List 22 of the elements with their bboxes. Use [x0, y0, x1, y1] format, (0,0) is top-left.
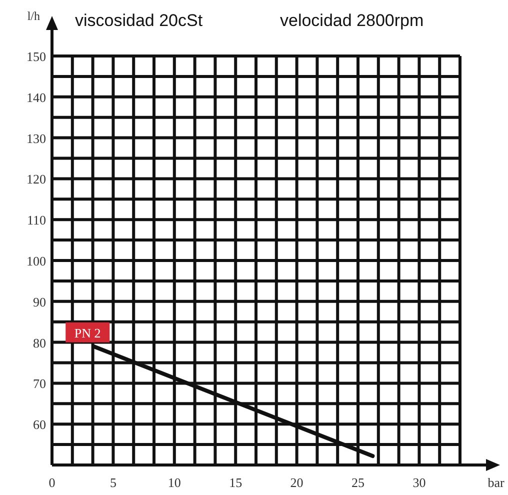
y-tick-label: 90	[33, 294, 46, 310]
x-axis-title: bar	[488, 475, 505, 490]
y-tick-label: 110	[26, 212, 46, 228]
x-tick-label: 5	[110, 475, 116, 490]
y-tick-label: 100	[26, 254, 46, 268]
y-tick-label: 150	[26, 49, 46, 64]
x-tick-label: 0	[48, 475, 56, 490]
series-label: PN 2	[74, 325, 101, 340]
chart-subtitle: velocidad 2800rpm	[280, 11, 424, 30]
x-tick-label: 20	[290, 475, 304, 490]
y-tick-label: 70	[33, 376, 46, 392]
x-tick-label: 10	[168, 475, 181, 490]
y-tick-label: 60	[33, 417, 46, 432]
x-tick-label: 15	[229, 475, 242, 490]
y-tick-label: 140	[26, 90, 46, 105]
y-axis-title: l/h	[27, 9, 40, 23]
y-tick-label: 120	[26, 172, 46, 187]
chart-title: viscosidad 20cSt	[75, 11, 203, 30]
x-tick-label: 30	[412, 475, 426, 490]
x-tick-label: 25	[352, 475, 365, 490]
y-tick-label: 130	[26, 130, 46, 146]
y-tick-label: 80	[33, 335, 46, 350]
